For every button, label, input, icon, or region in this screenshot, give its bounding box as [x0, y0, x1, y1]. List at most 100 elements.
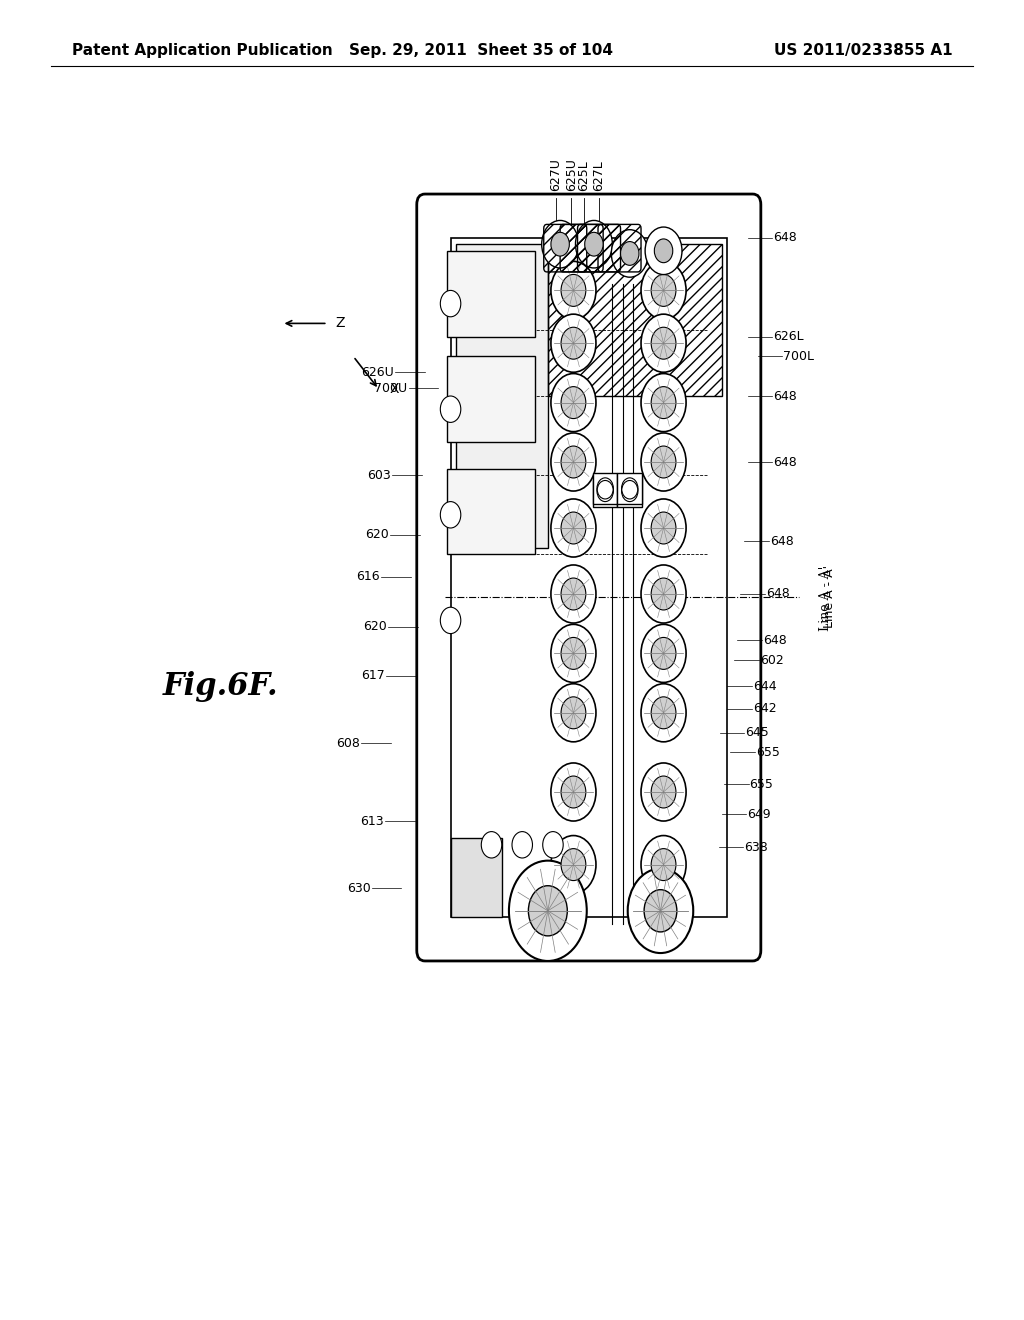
Text: 613: 613 [360, 814, 384, 828]
Circle shape [561, 387, 586, 418]
Circle shape [528, 886, 567, 936]
Circle shape [440, 396, 461, 422]
Circle shape [561, 327, 586, 359]
Circle shape [651, 446, 676, 478]
Circle shape [440, 607, 461, 634]
Text: 648: 648 [770, 535, 794, 548]
Text: 642: 642 [753, 702, 776, 715]
Circle shape [551, 499, 596, 557]
Circle shape [543, 832, 563, 858]
FancyBboxPatch shape [417, 194, 761, 961]
Circle shape [641, 261, 686, 319]
Circle shape [440, 502, 461, 528]
Text: 627U: 627U [550, 158, 562, 191]
Text: 649: 649 [748, 808, 771, 821]
Circle shape [651, 849, 676, 880]
Text: 648: 648 [773, 389, 797, 403]
Circle shape [641, 433, 686, 491]
Circle shape [641, 836, 686, 894]
Circle shape [561, 275, 586, 306]
Text: 627L: 627L [593, 161, 605, 191]
Circle shape [551, 261, 596, 319]
Circle shape [651, 638, 676, 669]
Circle shape [481, 832, 502, 858]
Text: 616: 616 [356, 570, 380, 583]
Circle shape [585, 232, 603, 256]
Circle shape [651, 327, 676, 359]
Circle shape [621, 242, 639, 265]
Circle shape [651, 512, 676, 544]
Circle shape [641, 684, 686, 742]
Text: Line A - A': Line A - A' [823, 565, 837, 628]
Circle shape [542, 220, 579, 268]
Text: 644: 644 [753, 680, 776, 693]
Circle shape [651, 697, 676, 729]
Text: 626L: 626L [773, 330, 804, 343]
Circle shape [641, 314, 686, 372]
Circle shape [551, 763, 596, 821]
Circle shape [651, 578, 676, 610]
Circle shape [651, 387, 676, 418]
Text: 645: 645 [745, 726, 769, 739]
Text: 617: 617 [361, 669, 385, 682]
Bar [593, 475, 617, 507]
Circle shape [561, 512, 586, 544]
Circle shape [641, 763, 686, 821]
Bar [451, 838, 502, 917]
Circle shape [641, 374, 686, 432]
Circle shape [611, 230, 648, 277]
Text: 638: 638 [744, 841, 768, 854]
Text: 655: 655 [750, 777, 773, 791]
Bar [447, 251, 535, 337]
Circle shape [440, 290, 461, 317]
Text: 626U: 626U [361, 366, 394, 379]
Circle shape [641, 499, 686, 557]
Text: 620: 620 [366, 528, 389, 541]
Bar [617, 473, 642, 504]
Text: Fig.6F.: Fig.6F. [163, 671, 278, 702]
Bar [447, 356, 535, 442]
Circle shape [551, 684, 596, 742]
Circle shape [641, 565, 686, 623]
Text: 700U: 700U [375, 381, 408, 395]
Circle shape [561, 776, 586, 808]
Circle shape [651, 776, 676, 808]
Circle shape [561, 446, 586, 478]
Bar [593, 473, 617, 504]
Bar [456, 244, 548, 548]
Text: US 2011/0233855 A1: US 2011/0233855 A1 [774, 42, 952, 58]
Text: 648: 648 [773, 455, 797, 469]
Circle shape [641, 624, 686, 682]
Circle shape [561, 578, 586, 610]
Text: 700L: 700L [783, 350, 814, 363]
Circle shape [551, 565, 596, 623]
Circle shape [651, 275, 676, 306]
Text: Patent Application Publication: Patent Application Publication [72, 42, 333, 58]
Circle shape [654, 239, 673, 263]
Circle shape [561, 849, 586, 880]
Bar [548, 244, 722, 396]
Text: 608: 608 [337, 737, 360, 750]
Circle shape [561, 638, 586, 669]
Text: Line A - A': Line A - A' [819, 565, 833, 631]
Circle shape [645, 227, 682, 275]
Text: Z: Z [336, 317, 345, 330]
Circle shape [551, 433, 596, 491]
Text: 620: 620 [364, 620, 387, 634]
Circle shape [551, 314, 596, 372]
Circle shape [561, 697, 586, 729]
Text: 625L: 625L [578, 161, 590, 191]
Bar [447, 469, 535, 554]
Circle shape [644, 890, 677, 932]
Circle shape [509, 861, 587, 961]
Text: 625U: 625U [565, 158, 578, 191]
Circle shape [512, 832, 532, 858]
Circle shape [628, 869, 693, 953]
Text: X: X [389, 383, 398, 396]
Circle shape [551, 624, 596, 682]
Circle shape [575, 220, 612, 268]
Text: 655: 655 [756, 746, 779, 759]
Text: 648: 648 [763, 634, 786, 647]
Text: 648: 648 [766, 587, 790, 601]
Circle shape [551, 836, 596, 894]
